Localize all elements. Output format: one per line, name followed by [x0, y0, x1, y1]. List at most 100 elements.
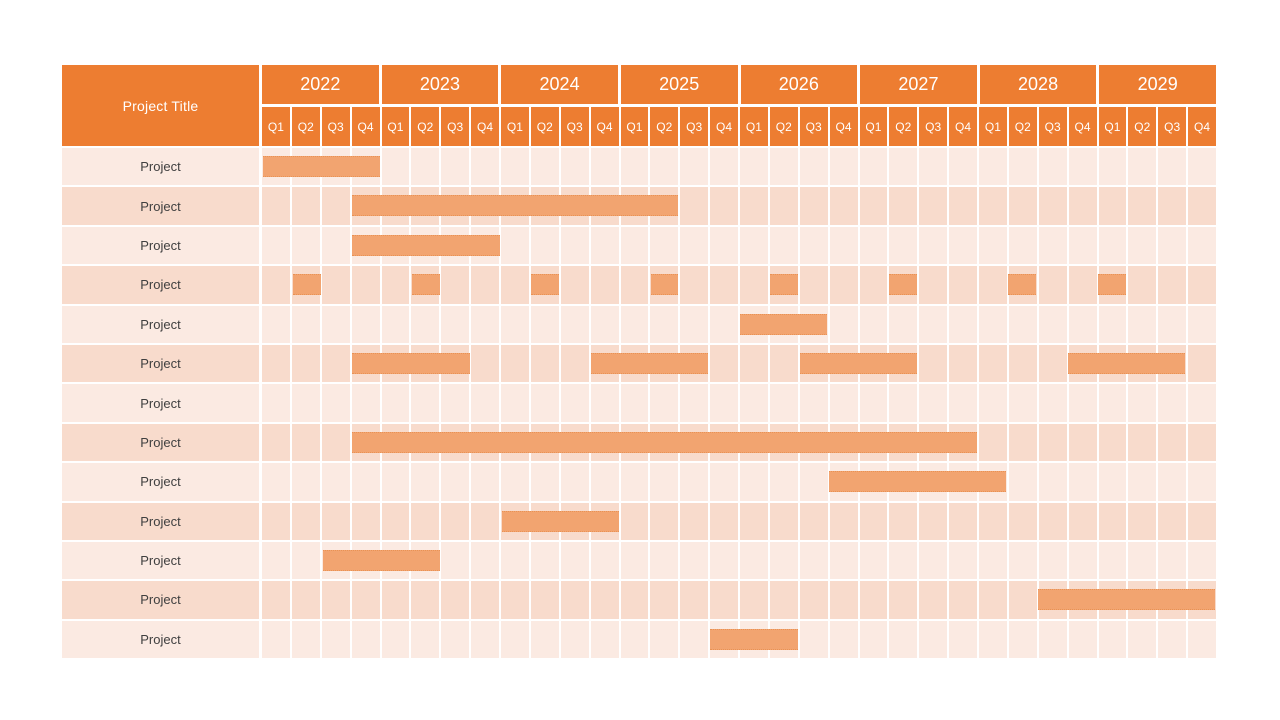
- quarter-header-2028-Q2: Q2: [1008, 107, 1037, 146]
- grid-cell: [471, 344, 499, 383]
- grid-cell: [530, 463, 559, 501]
- year-header-2028: 2028: [979, 65, 1097, 104]
- grid-cell: [381, 463, 410, 501]
- year-header-2029: 2029: [1099, 65, 1216, 104]
- grid-cell: [949, 148, 977, 186]
- row-grid: [262, 344, 1216, 383]
- grid-cell: [590, 581, 619, 619]
- gantt-bar[interactable]: [650, 274, 679, 296]
- grid-cell: [501, 305, 529, 343]
- gantt-bar[interactable]: [799, 352, 917, 374]
- gantt-bar[interactable]: [322, 549, 440, 571]
- grid-cell: [1068, 423, 1097, 462]
- grid-cell: [740, 502, 768, 540]
- grid-cell: [590, 148, 619, 186]
- grid-cell: [1098, 226, 1127, 265]
- gantt-bar[interactable]: [412, 274, 440, 296]
- grid-cell: [650, 502, 679, 540]
- row-track: [262, 384, 1216, 422]
- grid-cell: [1038, 187, 1067, 225]
- year-header-2026: 2026: [740, 65, 858, 104]
- grid-cell: [769, 344, 798, 383]
- grid-cell: [979, 305, 1007, 343]
- grid-cell: [829, 187, 858, 225]
- grid-cell: [560, 620, 589, 659]
- grid-cell: [949, 344, 977, 383]
- grid-cell: [471, 384, 499, 422]
- grid-cell: [530, 541, 559, 580]
- grid-cell: [501, 620, 529, 659]
- grid-cell: [1128, 266, 1157, 304]
- grid-cell: [501, 226, 529, 265]
- row-label: Project: [62, 581, 259, 619]
- grid-cell: [471, 266, 499, 304]
- gantt-bar[interactable]: [352, 234, 500, 256]
- gantt-bar[interactable]: [829, 471, 1007, 493]
- gantt-row-5: Project: [62, 305, 1216, 343]
- grid-cell: [1128, 384, 1157, 422]
- gantt-bar[interactable]: [710, 628, 798, 650]
- grid-cell: [560, 541, 589, 580]
- grid-cell: [650, 305, 679, 343]
- grid-cell: [1128, 305, 1157, 343]
- gantt-bar[interactable]: [889, 274, 917, 296]
- gantt-bar[interactable]: [1038, 589, 1215, 611]
- grid-cell: [680, 620, 709, 659]
- grid-cell: [351, 463, 380, 501]
- gantt-bar[interactable]: [590, 352, 709, 374]
- row-grid: [262, 541, 1216, 580]
- gantt-bar[interactable]: [1067, 352, 1186, 374]
- project-title-header: Project Title: [62, 65, 259, 146]
- row-label: Project: [62, 620, 259, 659]
- grid-cell: [471, 620, 499, 659]
- grid-cell: [979, 384, 1007, 422]
- gantt-bar[interactable]: [352, 195, 679, 217]
- gantt-bar[interactable]: [352, 352, 470, 374]
- grid-cell: [501, 148, 529, 186]
- grid-cell: [710, 463, 738, 501]
- grid-cell: [1188, 226, 1216, 265]
- grid-cell: [321, 344, 350, 383]
- grid-cell: [1008, 148, 1037, 186]
- grid-cell: [530, 226, 559, 265]
- grid-cell: [1038, 463, 1067, 501]
- grid-cell: [411, 581, 440, 619]
- grid-cell: [1158, 541, 1187, 580]
- gantt-chart: Project Title 2022 2023 2024 2025 2026 2027 20…: [62, 65, 1216, 659]
- grid-cell: [351, 384, 380, 422]
- grid-cell: [411, 384, 440, 422]
- grid-cell: [829, 148, 858, 186]
- row-grid: [262, 502, 1216, 540]
- quarter-header-2029-Q4: Q4: [1188, 107, 1216, 146]
- gantt-bar[interactable]: [1097, 274, 1126, 296]
- grid-cell: [979, 502, 1007, 540]
- quarter-header-2026-Q3: Q3: [799, 107, 828, 146]
- grid-cell: [680, 266, 709, 304]
- grid-cell: [889, 620, 918, 659]
- gantt-bar[interactable]: [740, 313, 828, 335]
- grid-cell: [1128, 502, 1157, 540]
- grid-cell: [291, 581, 320, 619]
- grid-cell: [949, 187, 977, 225]
- gantt-bar[interactable]: [1008, 274, 1037, 296]
- gantt-bar[interactable]: [292, 274, 321, 296]
- grid-cell: [1038, 148, 1067, 186]
- grid-cell: [321, 187, 350, 225]
- row-track: [262, 581, 1216, 619]
- grid-cell: [321, 423, 350, 462]
- grid-cell: [769, 463, 798, 501]
- gantt-bar[interactable]: [501, 510, 619, 532]
- grid-cell: [321, 226, 350, 265]
- gantt-bar[interactable]: [531, 274, 560, 296]
- grid-cell: [740, 463, 768, 501]
- gantt-bar[interactable]: [352, 431, 977, 453]
- grid-cell: [949, 502, 977, 540]
- gantt-row-4: Project: [62, 266, 1216, 304]
- gantt-row-3: Project: [62, 226, 1216, 265]
- gantt-bar[interactable]: [769, 274, 798, 296]
- grid-cell: [919, 541, 948, 580]
- grid-cell: [949, 226, 977, 265]
- grid-cell: [949, 266, 977, 304]
- gantt-bar[interactable]: [263, 156, 381, 177]
- grid-cell: [321, 305, 350, 343]
